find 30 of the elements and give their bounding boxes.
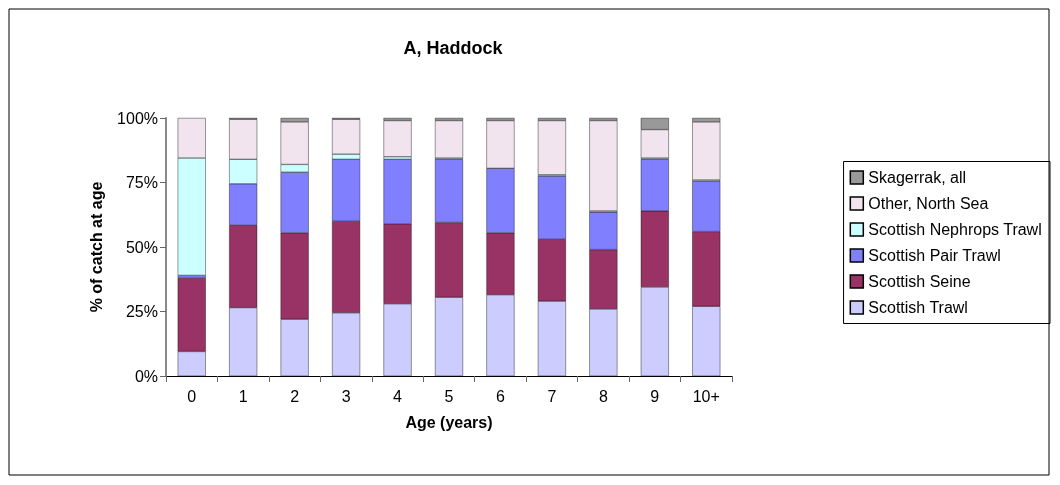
x-tick-label: 1	[238, 387, 248, 405]
bar	[589, 120, 618, 211]
y-tick-label: 100%	[117, 109, 158, 127]
y-tick-label: 25%	[125, 303, 158, 320]
y-tick-label: 0%	[134, 367, 158, 385]
legend-label: Scottish Pair Trawl	[868, 247, 1001, 264]
x-tick-label: 8	[598, 387, 608, 405]
legend-label: Scottish Nephrops Trawl	[868, 221, 1042, 238]
bar	[435, 120, 463, 158]
x-tick-label: 6	[496, 387, 505, 405]
y-tick-label: 75%	[125, 174, 158, 191]
legend-label: Other, North Sea	[868, 195, 989, 212]
x-axis-title: Age (years)	[405, 413, 493, 431]
bar	[383, 120, 412, 157]
x-tick-label: 7	[547, 387, 557, 405]
legend-label: Scottish Trawl	[868, 299, 968, 316]
x-tick-label: 9	[650, 387, 660, 405]
bar	[692, 121, 721, 180]
x-tick-label: 10+	[692, 387, 720, 405]
chart-title: A, Haddock	[403, 38, 504, 58]
x-tick-label: 4	[393, 387, 403, 405]
legend-label: Skagerrak, all	[868, 169, 967, 186]
y-tick-label: 50%	[125, 238, 158, 256]
y-axis-title: % of catch at age	[87, 181, 105, 313]
x-tick-label: 5	[444, 387, 454, 405]
bar	[537, 120, 566, 175]
x-tick-label: 3	[341, 387, 351, 405]
legend-label: Scottish Seine	[868, 273, 971, 290]
x-tick-label: 2	[290, 387, 300, 405]
x-tick-label: 0	[187, 387, 197, 405]
